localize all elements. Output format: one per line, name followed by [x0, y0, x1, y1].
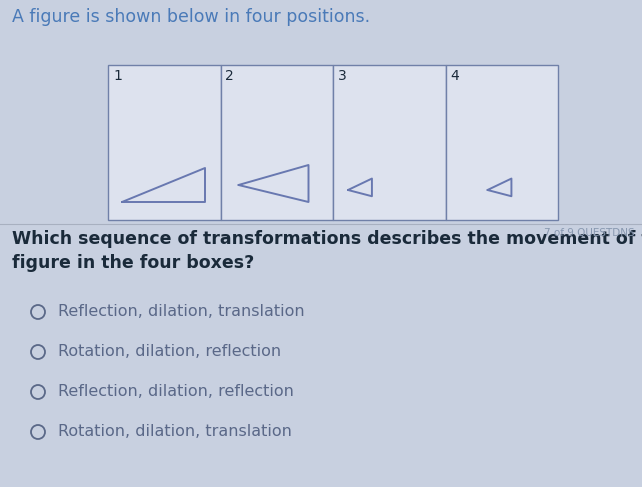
Text: Reflection, dilation, translation: Reflection, dilation, translation: [58, 304, 304, 319]
Text: Reflection, dilation, reflection: Reflection, dilation, reflection: [58, 385, 294, 399]
Bar: [0, 224, 642, 487]
Bar: [446, 65, 558, 220]
Text: Which sequence of transformations describes the movement of the
figure in the fo: Which sequence of transformations descri…: [12, 230, 642, 272]
Text: 7 of 9 QUESTDNS: 7 of 9 QUESTDNS: [544, 228, 635, 238]
Text: 3: 3: [338, 69, 347, 83]
Text: 1: 1: [113, 69, 122, 83]
Text: 2: 2: [225, 69, 234, 83]
Bar: [108, 65, 220, 220]
Bar: [220, 65, 333, 220]
Text: 4: 4: [451, 69, 459, 83]
Text: Rotation, dilation, reflection: Rotation, dilation, reflection: [58, 344, 281, 359]
Bar: [333, 65, 446, 220]
Text: Rotation, dilation, translation: Rotation, dilation, translation: [58, 425, 292, 439]
Text: A figure is shown below in four positions.: A figure is shown below in four position…: [12, 8, 370, 26]
